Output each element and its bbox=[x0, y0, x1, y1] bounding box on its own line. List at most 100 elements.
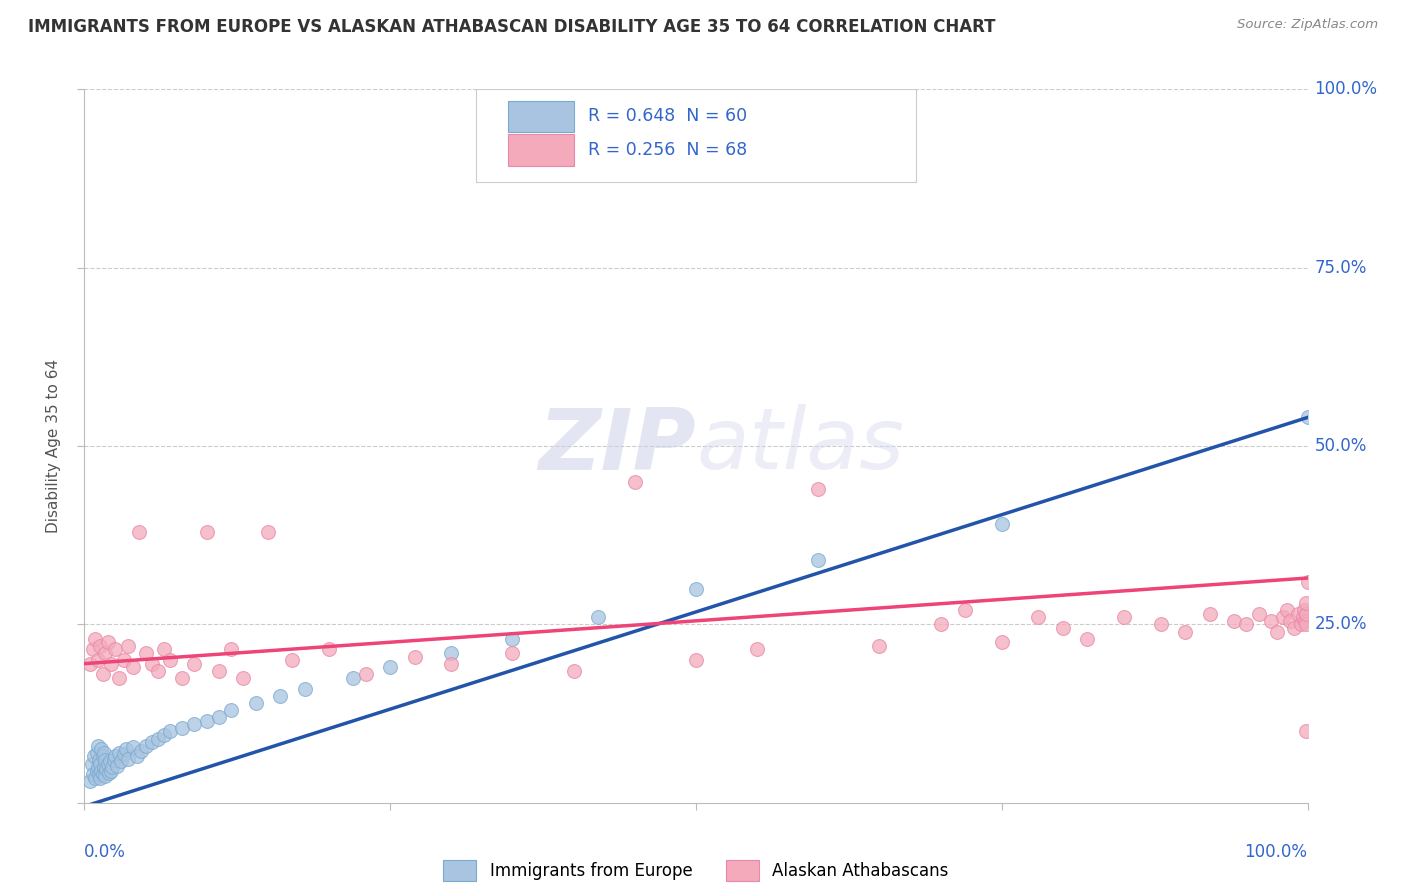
Point bbox=[100, 657, 122, 671]
Point bbox=[93, 746, 115, 760]
Point bbox=[129, 744, 152, 758]
Text: 75.0%: 75.0% bbox=[1315, 259, 1367, 277]
Point bbox=[990, 517, 1012, 532]
Point bbox=[89, 771, 111, 785]
Point bbox=[1275, 603, 1298, 617]
Point bbox=[91, 667, 114, 681]
Point bbox=[183, 717, 205, 731]
Point bbox=[91, 767, 114, 781]
Point bbox=[107, 746, 129, 760]
Point bbox=[87, 753, 110, 767]
Point bbox=[122, 660, 145, 674]
Point bbox=[440, 657, 463, 671]
Point bbox=[1294, 614, 1316, 628]
Point bbox=[153, 728, 176, 742]
FancyBboxPatch shape bbox=[475, 89, 917, 182]
Point bbox=[232, 671, 254, 685]
Text: 100.0%: 100.0% bbox=[1315, 80, 1378, 98]
Point bbox=[1296, 574, 1319, 589]
Point bbox=[1028, 610, 1050, 624]
Point bbox=[89, 756, 111, 771]
Point bbox=[87, 739, 110, 753]
Point bbox=[90, 742, 112, 756]
Text: ZIP: ZIP bbox=[538, 404, 696, 488]
Point bbox=[1296, 410, 1319, 425]
Point bbox=[98, 755, 121, 769]
Text: R = 0.256  N = 68: R = 0.256 N = 68 bbox=[588, 141, 748, 159]
Point bbox=[1292, 603, 1315, 617]
Point bbox=[318, 642, 340, 657]
Point bbox=[219, 703, 242, 717]
Point bbox=[1052, 621, 1074, 635]
Point bbox=[219, 642, 242, 657]
Point bbox=[83, 749, 105, 764]
Text: R = 0.648  N = 60: R = 0.648 N = 60 bbox=[588, 107, 748, 125]
Point bbox=[79, 657, 101, 671]
Point bbox=[135, 646, 157, 660]
Point bbox=[94, 769, 117, 783]
Point bbox=[562, 664, 585, 678]
Point bbox=[1174, 624, 1197, 639]
Point bbox=[269, 689, 291, 703]
Point bbox=[104, 749, 127, 764]
Text: 25.0%: 25.0% bbox=[1315, 615, 1367, 633]
Point bbox=[135, 739, 157, 753]
Point bbox=[404, 649, 426, 664]
Point bbox=[107, 671, 129, 685]
Point bbox=[1265, 624, 1288, 639]
Point bbox=[141, 735, 163, 749]
Point bbox=[87, 653, 110, 667]
Point bbox=[172, 671, 194, 685]
Point bbox=[1295, 617, 1317, 632]
Point bbox=[82, 642, 104, 657]
Point bbox=[117, 639, 139, 653]
Point bbox=[1295, 724, 1317, 739]
Point bbox=[122, 740, 145, 755]
Point bbox=[294, 681, 316, 696]
Point bbox=[208, 664, 231, 678]
Point bbox=[245, 696, 267, 710]
Point bbox=[990, 635, 1012, 649]
Point bbox=[93, 760, 115, 774]
Point bbox=[281, 653, 304, 667]
Point bbox=[105, 758, 128, 772]
Point bbox=[101, 760, 124, 774]
Point bbox=[80, 756, 103, 771]
Point bbox=[100, 764, 122, 779]
Point bbox=[141, 657, 163, 671]
Point bbox=[172, 721, 194, 735]
Point bbox=[86, 746, 108, 760]
Point bbox=[685, 582, 707, 596]
Y-axis label: Disability Age 35 to 64: Disability Age 35 to 64 bbox=[46, 359, 62, 533]
Point bbox=[1282, 621, 1305, 635]
Point bbox=[91, 749, 114, 764]
Point bbox=[1114, 610, 1136, 624]
Text: IMMIGRANTS FROM EUROPE VS ALASKAN ATHABASCAN DISABILITY AGE 35 TO 64 CORRELATION: IMMIGRANTS FROM EUROPE VS ALASKAN ATHABA… bbox=[28, 18, 995, 36]
Point bbox=[1295, 607, 1317, 621]
Point bbox=[354, 667, 377, 681]
Point bbox=[929, 617, 952, 632]
Point bbox=[440, 646, 463, 660]
Point bbox=[624, 475, 647, 489]
Point bbox=[159, 653, 181, 667]
Point bbox=[86, 764, 108, 778]
Point bbox=[1292, 610, 1315, 624]
Point bbox=[104, 642, 127, 657]
Point bbox=[84, 632, 107, 646]
Point bbox=[103, 753, 125, 767]
Point bbox=[128, 524, 150, 539]
Point bbox=[807, 482, 830, 496]
Point bbox=[501, 646, 523, 660]
Point bbox=[84, 771, 107, 785]
Point bbox=[1291, 617, 1313, 632]
Point bbox=[79, 774, 101, 789]
Point bbox=[342, 671, 364, 685]
Point bbox=[586, 610, 609, 624]
Point bbox=[1247, 607, 1270, 621]
Point bbox=[146, 664, 169, 678]
Point bbox=[117, 751, 139, 765]
Point bbox=[195, 714, 218, 728]
Point bbox=[1150, 617, 1173, 632]
Point bbox=[1279, 614, 1302, 628]
Point bbox=[82, 767, 104, 781]
